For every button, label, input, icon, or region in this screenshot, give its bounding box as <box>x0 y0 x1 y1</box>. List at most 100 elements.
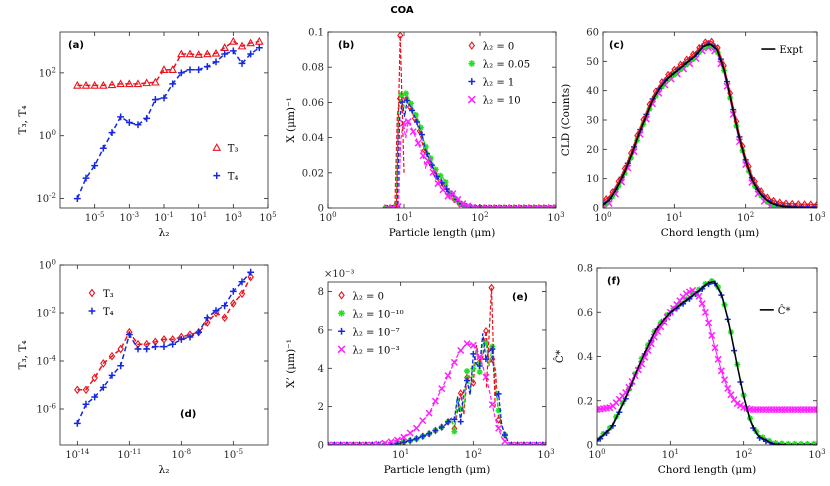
data-point-3-9 <box>404 97 411 104</box>
legend-marker-4 <box>337 345 346 354</box>
sim-point-1-5 <box>606 424 613 431</box>
chart-panel-e: 101 102 103 0 2 4 6 8 Particle length (μm) X’ (μm… <box>285 269 555 476</box>
x-tick-label-4: 103 <box>547 211 564 224</box>
data-point-1-2 <box>81 80 91 89</box>
panel-label: (c) <box>609 40 624 51</box>
sim-point-1-67 <box>804 440 811 445</box>
data-point-1-12 <box>168 65 178 73</box>
sim-point-1-33 <box>696 286 703 293</box>
legend-label-1: Ĉ* <box>778 305 791 317</box>
data-point-3-17 <box>375 442 382 445</box>
series-line-3 <box>387 98 556 208</box>
data-point-4-9 <box>349 441 357 445</box>
legend-marker-2 <box>213 172 221 179</box>
data-point-2-12 <box>169 80 177 88</box>
sim-point-2-56 <box>770 202 777 208</box>
data-point-3-69 <box>539 442 546 445</box>
data-point-3-25 <box>443 186 450 193</box>
y-tick-label-3: 10-2 <box>36 307 56 320</box>
x-tick-label-1: 10-5 <box>85 211 105 224</box>
y-tick-label-1: 0 <box>318 441 324 452</box>
sim-point-2-28 <box>683 61 690 68</box>
y-tick-label-1: 0 <box>318 204 324 215</box>
series-line-4 <box>388 119 556 208</box>
data-point-4-33 <box>464 202 472 208</box>
data-point-2-4 <box>99 144 107 152</box>
magenta-point-43 <box>727 391 735 399</box>
data-point-2-55 <box>495 407 502 414</box>
magenta-point-38 <box>711 344 719 352</box>
data-point-1-15 <box>194 50 204 58</box>
magenta-point-45 <box>733 400 741 408</box>
data-point-2-13 <box>412 111 419 118</box>
magenta-point-46 <box>736 401 745 409</box>
y-tick-label-3: 0.4 <box>577 352 593 363</box>
legend: T₃ T₄ <box>212 143 238 183</box>
data-point-2-17 <box>212 307 220 314</box>
data-point-2-11 <box>407 100 414 107</box>
data-point-4-51 <box>482 373 490 381</box>
x-tick-label-5: 103 <box>225 211 242 224</box>
data-point-1-13 <box>176 49 186 58</box>
x-tick-label-4: 103 <box>808 448 825 461</box>
data-point-4-21 <box>434 180 442 188</box>
data-point-4-65 <box>526 441 534 445</box>
sim-point-1-59 <box>778 440 785 445</box>
data-point-1-51 <box>483 327 489 335</box>
legend-label-4: λ₂ = 10⁻³ <box>353 345 400 356</box>
legend-marker-3 <box>468 78 476 85</box>
data-point-2-7 <box>398 92 405 99</box>
legend-label-1: Expt <box>779 45 802 56</box>
x-tick-label-4: 101 <box>190 211 207 224</box>
sim-point-1-65 <box>798 207 805 208</box>
data-point-4-27 <box>406 429 414 437</box>
data-point-2-51 <box>482 340 489 347</box>
data-point-1-4 <box>100 359 107 368</box>
y-axis-label: X’ (μm)⁻¹ <box>285 339 297 388</box>
axes-box-b <box>327 31 557 209</box>
magenta-point-40 <box>717 367 725 375</box>
data-point-2-2 <box>82 174 90 182</box>
data-point-2-14 <box>186 66 194 74</box>
legend-label-2: λ₂ = 0.05 <box>483 60 530 71</box>
data-point-2-47 <box>470 365 477 372</box>
data-point-3-57 <box>501 431 508 438</box>
x-tick-label-2: 101 <box>662 448 679 461</box>
y-tick-label-5: 40 <box>586 86 599 97</box>
data-point-2-6 <box>117 113 125 121</box>
data-point-3-5 <box>337 442 344 445</box>
data-point-2-19 <box>229 288 237 295</box>
x-tick-label-3: 10-8 <box>172 448 192 461</box>
y-tick-label-5: 0.8 <box>577 264 593 275</box>
sim-point-1-57 <box>772 439 779 445</box>
data-point-2-16 <box>203 314 211 322</box>
data-point-3-37 <box>438 424 445 431</box>
data-point-3-7 <box>343 442 350 445</box>
data-point-4-41 <box>450 358 458 366</box>
data-point-3-65 <box>527 442 534 445</box>
panel-label: (e) <box>512 292 528 303</box>
x-tick-label-3: 102 <box>735 448 752 461</box>
sim-point-2-34 <box>702 43 709 50</box>
sim-point-1-21 <box>657 319 664 326</box>
y-tick-label-2: 10 <box>586 174 599 185</box>
sim-point-2-54 <box>764 199 771 206</box>
sim-point-2-26 <box>677 66 684 73</box>
sim-point-1-65 <box>798 440 805 445</box>
data-point-2-15 <box>417 124 424 131</box>
data-point-4-69 <box>539 441 546 445</box>
legend-label-1: λ₂ = 0 <box>483 42 514 53</box>
legend-marker-2 <box>88 307 96 315</box>
legend-marker-1 <box>88 288 96 298</box>
sim-point-2-2 <box>603 200 610 207</box>
data-point-2-9 <box>143 345 151 353</box>
x-tick-label-3: 103 <box>537 448 554 461</box>
data-point-1-11 <box>159 65 169 73</box>
y-tick-label-4: 0.6 <box>577 308 593 319</box>
data-point-3-31 <box>419 433 426 440</box>
axes-box-d <box>59 264 269 446</box>
y-tick-label-5: 8 <box>318 287 324 298</box>
magenta-point-41 <box>721 376 729 384</box>
data-point-4-23 <box>439 186 447 194</box>
y-tick-label-3: 102 <box>39 66 56 79</box>
